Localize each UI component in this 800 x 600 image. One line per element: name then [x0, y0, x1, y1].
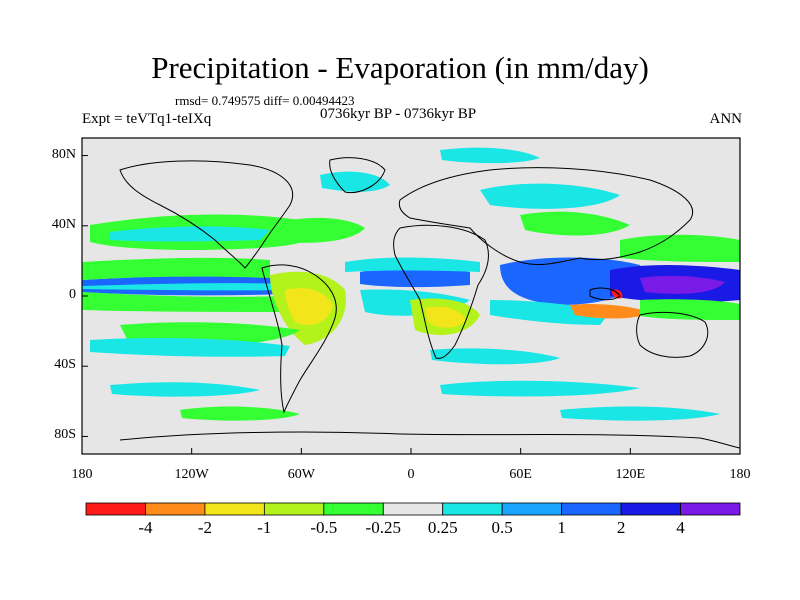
colorbar-tick-label: -4 — [138, 518, 153, 537]
lat-ticks — [82, 155, 88, 437]
colorbar-swatch — [145, 502, 206, 516]
field-band-eq-green-south — [82, 292, 290, 312]
colorbar-swatch — [442, 502, 503, 516]
map-title: Precipitation - Evaporation (in mm/day) — [151, 50, 649, 85]
field-arctic-cyan — [440, 147, 540, 164]
coast-maritime — [589, 287, 621, 301]
field-africa-yellow — [425, 306, 466, 328]
colorbar-swatch — [323, 502, 384, 516]
lon-tick-label: 180 — [71, 467, 93, 482]
colorbar-tick-label: 1 — [557, 518, 566, 537]
experiment-label: Expt = teVTq1-teIXq — [82, 111, 212, 127]
field-amazon-yellow — [285, 288, 333, 326]
lon-tick-label: 120W — [174, 467, 209, 482]
field-patches — [82, 147, 740, 421]
field-indian-ocean-blue — [500, 257, 642, 305]
period-text: 0736kyr BP - 0736kyr BP — [320, 106, 477, 122]
lon-tick-label: 180 — [729, 467, 751, 482]
field-atlantic-eq-cyan — [345, 257, 480, 272]
coast-africa — [393, 224, 489, 359]
colorbar-swatch — [680, 502, 741, 516]
coast-north-america — [119, 160, 293, 269]
field-north-atlantic-green — [270, 217, 365, 243]
coast-antarctica — [119, 431, 740, 449]
lon-tick-label: 0 — [407, 467, 415, 482]
lat-tick-label: 80S — [54, 427, 76, 443]
colorbar-tick-label: -0.25 — [365, 518, 401, 537]
lat-tick-label: 40S — [54, 357, 76, 373]
field-west-pacific-purple — [640, 275, 725, 294]
coast-eurasia — [398, 167, 693, 265]
colorbar-tick-label: 2 — [616, 518, 626, 537]
colorbar-tick-label: 0.5 — [491, 518, 513, 537]
colorbar-tick-label: 0.25 — [427, 518, 458, 537]
season-label: ANN — [709, 111, 743, 127]
colorbar-tick-label: -1 — [257, 518, 272, 537]
coast-south-america — [261, 264, 337, 414]
lat-tick-label: 80N — [51, 146, 76, 162]
colorbar-swatch — [561, 502, 622, 516]
colorbar-swatch — [501, 502, 563, 516]
field-band-eq-cyan — [82, 283, 290, 291]
field-south-indian-cyan — [430, 348, 560, 365]
stats-text: rmsd= 0.749575 diff= 0.00494423 — [175, 93, 355, 108]
field-south-pacific-cyan — [90, 338, 290, 357]
field-north-atlantic-cyan — [320, 171, 390, 192]
lat-tick-label: 40N — [51, 216, 76, 232]
field-southern-ocean-cyan-1 — [110, 382, 260, 397]
field-indian-ocean-cyan — [490, 300, 610, 325]
colorbar-tick-label: -2 — [197, 518, 212, 537]
field-southern-ocean-cyan-3 — [560, 406, 720, 421]
colorbar — [85, 502, 741, 516]
colorbar-tick-label: 4 — [676, 518, 685, 537]
colorbar-swatch — [85, 502, 146, 516]
lon-ticks — [81, 448, 741, 454]
lat-tick-label: 0 — [69, 287, 76, 302]
coast-greenland — [329, 157, 386, 194]
field-southern-ocean-green — [180, 406, 300, 421]
colorbar-swatch — [382, 502, 444, 516]
colorbar-swatch — [204, 502, 265, 516]
field-north-pacific-cyan — [110, 226, 270, 242]
field-asia-green — [520, 211, 630, 236]
field-west-pacific-green-n — [620, 234, 740, 262]
coastlines — [119, 157, 740, 449]
colorbar-swatch — [620, 502, 681, 516]
lon-tick-label: 60E — [509, 467, 532, 482]
colorbar-tick-label: -0.5 — [310, 518, 338, 537]
lon-tick-label: 60W — [287, 467, 315, 482]
field-west-pacific-green-s — [640, 299, 740, 320]
field-asia-cyan — [480, 183, 620, 209]
field-west-pacific-orange — [570, 303, 650, 319]
field-atlantic-eq-blue — [360, 267, 470, 288]
lon-tick-label: 120E — [615, 467, 646, 482]
colorbar-swatch — [263, 502, 325, 516]
coast-australia — [636, 311, 709, 358]
field-southern-ocean-cyan-2 — [440, 380, 640, 397]
field-band-eq-green-north — [82, 257, 270, 280]
